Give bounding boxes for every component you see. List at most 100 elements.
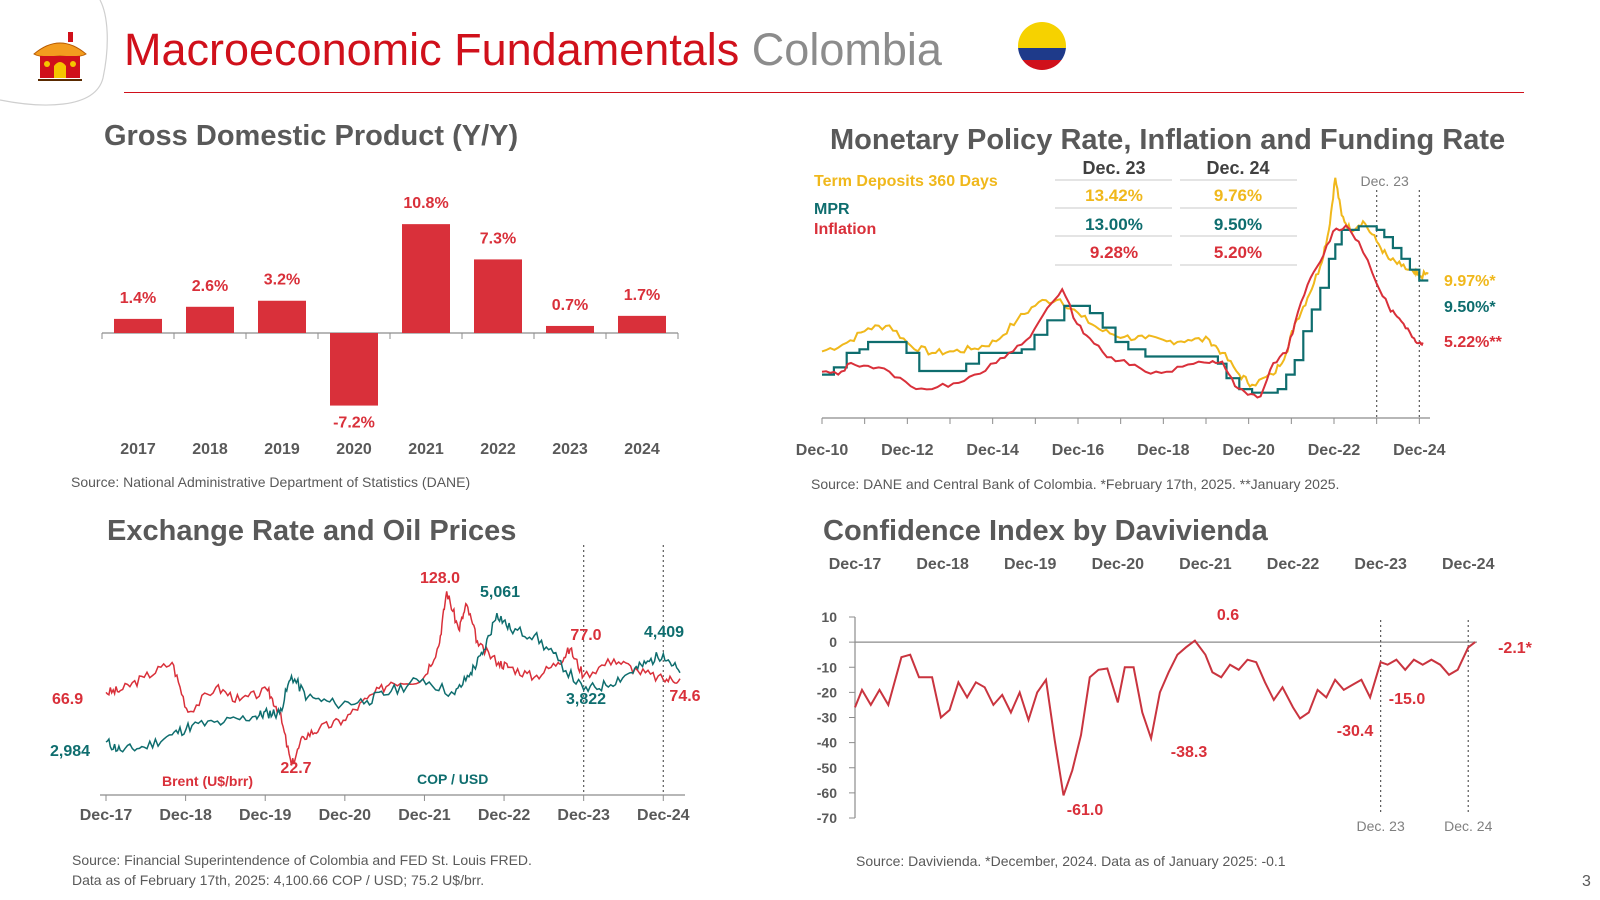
policy-series-mpr (822, 225, 1429, 394)
fx-x-tick-label: Dec-19 (239, 807, 292, 824)
gdp-chart-title: Gross Domestic Product (Y/Y) (104, 120, 519, 152)
page-title-country: Colombia (751, 24, 942, 75)
fx-x-tick-label: Dec-22 (478, 807, 531, 824)
fx-annotation: 74.6 (669, 688, 700, 705)
policy-series-inflation (821, 224, 1424, 399)
confidence-x-tick-label: Dec-22 (1267, 556, 1320, 573)
gdp-data-label: -7.2% (333, 415, 375, 432)
confidence-x-tick-label: Dec-24 (1442, 556, 1495, 573)
policy-end-label: 9.50%* (1444, 299, 1496, 316)
gdp-data-label: 7.3% (480, 230, 516, 247)
confidence-annotation: -2.1* (1498, 640, 1533, 657)
fx-annotation: 5,061 (480, 584, 520, 601)
policy-x-tick-label: Dec-10 (796, 442, 849, 459)
policy-end-label: 5.22%** (1444, 334, 1503, 351)
fx-annotation: 2,984 (50, 743, 90, 760)
page-title-main: Macroeconomic Fundamentals (124, 24, 740, 75)
gdp-x-tick-label: 2022 (480, 441, 516, 458)
confidence-x-tick-label: Dec-18 (916, 556, 969, 573)
policy-table-header: Dec. 24 (1206, 158, 1269, 178)
gdp-data-label: 2.6% (192, 278, 228, 295)
confidence-series-line (854, 639, 1476, 796)
gdp-x-tick-label: 2017 (120, 441, 156, 458)
confidence-annotation: -15.0 (1389, 691, 1426, 708)
page-number: 3 (1582, 873, 1591, 890)
policy-x-tick-label: Dec-12 (881, 442, 934, 459)
policy-table-cell: 9.76% (1214, 186, 1262, 205)
corner-decoration (0, 0, 108, 106)
policy-series-term-deposits (821, 177, 1429, 389)
gdp-bar-2018 (186, 306, 234, 333)
gdp-data-label: 1.4% (120, 290, 156, 307)
fx-x-tick-label: Dec-17 (80, 807, 133, 824)
policy-x-tick-label: Dec-14 (966, 442, 1019, 459)
confidence-annotation: -38.3 (1171, 744, 1208, 761)
confidence-y-tick-label: -50 (817, 760, 837, 776)
policy-table-cell: 13.00% (1085, 215, 1143, 234)
confidence-y-tick-label: -30 (817, 710, 837, 726)
confidence-reference-label: Dec. 23 (1357, 818, 1405, 834)
fx-annotation: 66.9 (52, 691, 83, 708)
confidence-y-tick-label: 10 (821, 609, 837, 625)
gdp-x-tick-label: 2021 (408, 441, 444, 458)
fx-source-line2: Data as of February 17th, 2025: 4,100.66… (72, 872, 485, 888)
header-rule (124, 92, 1524, 93)
confidence-annotation: -61.0 (1067, 802, 1104, 819)
policy-chart-title: Monetary Policy Rate, Inflation and Fund… (830, 124, 1506, 156)
fx-chart-title: Exchange Rate and Oil Prices (107, 515, 517, 547)
confidence-x-tick-label: Dec-19 (1004, 556, 1057, 573)
gdp-x-tick-label: 2019 (264, 441, 300, 458)
confidence-y-tick-label: -40 (817, 735, 837, 751)
fx-x-tick-label: Dec-24 (637, 807, 690, 824)
policy-source: Source: DANE and Central Bank of Colombi… (811, 476, 1340, 492)
confidence-y-tick-label: -20 (817, 684, 837, 700)
gdp-data-label: 10.8% (403, 195, 448, 212)
gdp-bar-2020 (330, 333, 378, 406)
policy-rate-chart: Dec-10 Dec-12 Dec-14 Dec-16 Dec-18 Dec-20 Dec-… (796, 158, 1503, 459)
fx-series-label-cop: COP / USD (417, 771, 488, 787)
fx-oil-chart: Dec-17 Dec-18 Dec-19 Dec-20 Dec-21 Dec-22 Dec-… (50, 545, 701, 824)
gdp-x-tick-label: 2024 (624, 441, 660, 458)
policy-x-tick-label: Dec-24 (1393, 442, 1446, 459)
fx-source-line1: Source: Financial Superintendence of Col… (72, 852, 532, 868)
gdp-x-tick-label: 2023 (552, 441, 588, 458)
gdp-x-tick-label: 2020 (336, 441, 372, 458)
confidence-y-tick-label: -70 (817, 810, 837, 826)
confidence-x-tick-label: Dec-17 (829, 556, 882, 573)
fx-x-tick-label: Dec-20 (319, 807, 372, 824)
gdp-x-tick-label: 2018 (192, 441, 228, 458)
fx-annotation: 4,409 (644, 624, 684, 641)
fx-annotation: 3,822 (566, 691, 606, 708)
confidence-y-tick-label: -10 (817, 659, 837, 675)
gdp-data-label: 3.2% (264, 272, 300, 289)
fx-series-cop (105, 613, 681, 753)
confidence-x-tick-label: Dec-23 (1354, 556, 1407, 573)
fx-series-brent (105, 591, 681, 766)
gdp-data-label: 1.7% (624, 287, 660, 304)
policy-legend-item: Term Deposits 360 Days (814, 173, 998, 190)
policy-table-header: Dec. 23 (1082, 158, 1145, 178)
page-title: Macroeconomic Fundamentals Colombia (124, 24, 942, 76)
fx-x-tick-label: Dec-18 (159, 807, 212, 824)
policy-table-cell: 5.20% (1214, 243, 1262, 262)
house-logo-icon (33, 32, 87, 81)
policy-x-tick-label: Dec-18 (1137, 442, 1190, 459)
fx-annotation: 77.0 (570, 627, 601, 644)
confidence-reference-label: Dec. 24 (1444, 818, 1492, 834)
fx-x-tick-label: Dec-21 (398, 807, 451, 824)
confidence-annotation: -30.4 (1337, 723, 1374, 740)
confidence-y-tick-label: 0 (829, 634, 837, 650)
gdp-data-label: 0.7% (552, 297, 588, 314)
fx-x-tick-label: Dec-23 (557, 807, 610, 824)
policy-x-tick-label: Dec-22 (1308, 442, 1361, 459)
policy-x-tick-label: Dec-20 (1222, 442, 1275, 459)
policy-reference-label: Dec. 23 (1361, 173, 1409, 189)
policy-legend-item: MPR (814, 201, 850, 218)
policy-legend-item: Inflation (814, 221, 876, 238)
policy-table-cell: 9.28% (1090, 243, 1138, 262)
gdp-bar-2024 (618, 315, 666, 333)
confidence-source: Source: Davivienda. *December, 2024. Dat… (856, 853, 1286, 869)
gdp-bar-2023 (546, 325, 594, 333)
gdp-bar-2017 (114, 318, 162, 333)
policy-table-cell: 13.42% (1085, 186, 1143, 205)
